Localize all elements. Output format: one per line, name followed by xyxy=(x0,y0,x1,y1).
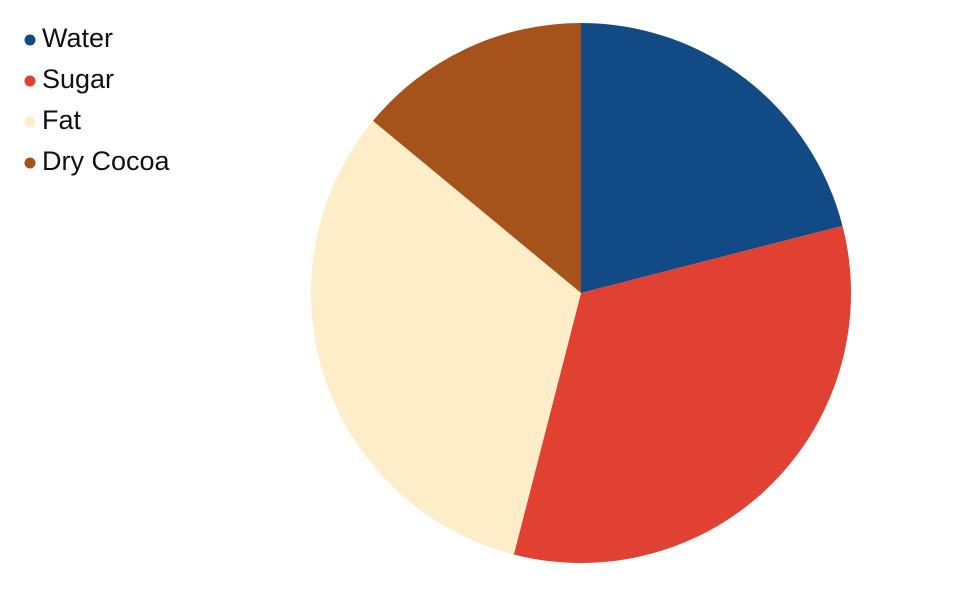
legend-label: Water xyxy=(42,23,113,53)
legend-marker xyxy=(24,75,36,87)
pie-slice xyxy=(310,120,581,555)
pie-slice xyxy=(372,23,581,293)
pie-slice xyxy=(581,23,843,293)
legend-label: Dry Cocoa xyxy=(42,146,171,176)
pie-slice xyxy=(513,225,851,563)
legend-marker xyxy=(24,34,36,46)
legend-marker xyxy=(24,157,36,169)
legend-label: Fat xyxy=(42,105,82,135)
legend-label: Sugar xyxy=(42,64,114,94)
legend-marker xyxy=(24,116,36,128)
